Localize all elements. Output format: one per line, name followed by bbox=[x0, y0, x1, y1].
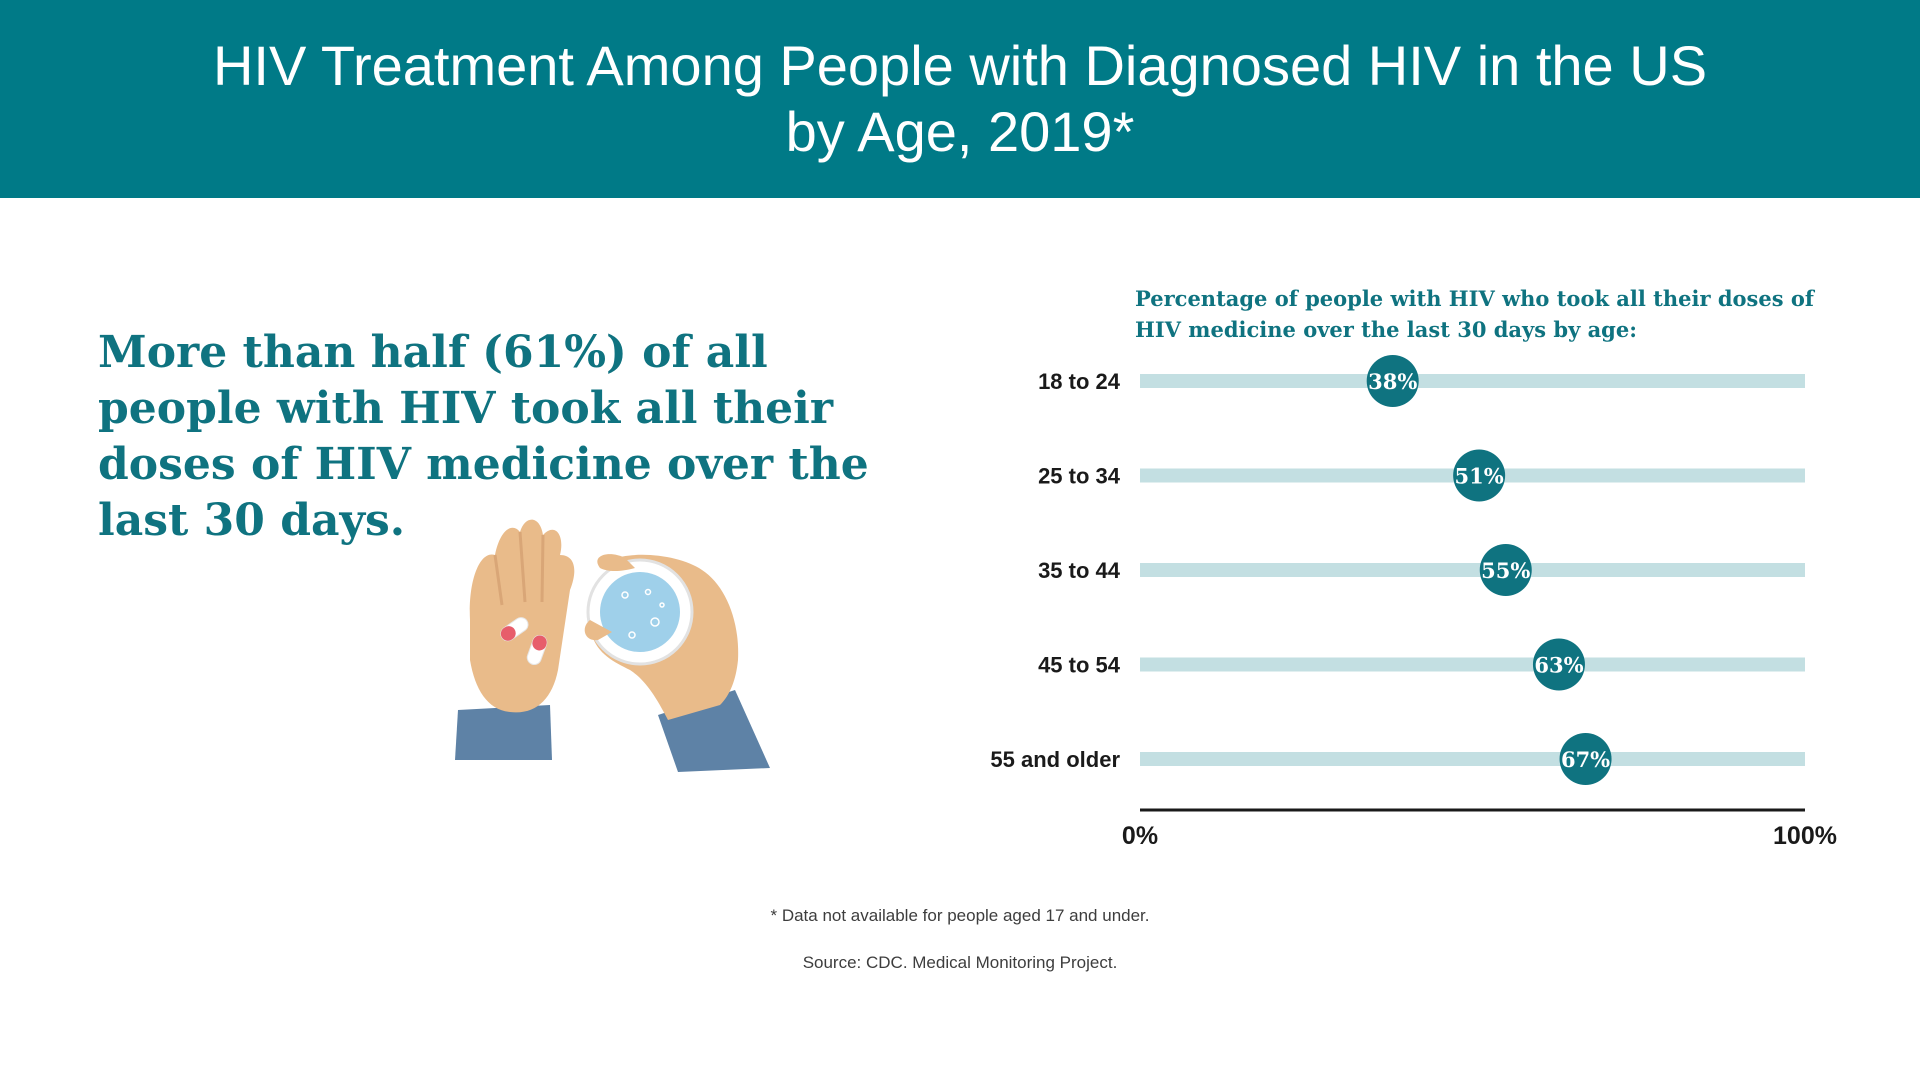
value-track bbox=[1140, 752, 1805, 766]
value-dot bbox=[1479, 544, 1532, 596]
hands-with-pills-and-water-glass-icon bbox=[455, 519, 770, 772]
category-label: 35 to 44 bbox=[1038, 558, 1121, 583]
value-track bbox=[1140, 657, 1805, 672]
value-track bbox=[1140, 563, 1805, 577]
category-label: 25 to 34 bbox=[1038, 464, 1121, 489]
page-title: HIV Treatment Among People with Diagnose… bbox=[212, 34, 1708, 163]
title-banner: HIV Treatment Among People with Diagnose… bbox=[0, 0, 1920, 198]
x-tick-label: 100% bbox=[1773, 822, 1837, 850]
x-tick-label: 0% bbox=[1122, 822, 1158, 850]
value-dot bbox=[1532, 638, 1585, 691]
value-label: 67% bbox=[1561, 747, 1610, 772]
value-dot bbox=[1453, 449, 1506, 502]
value-track bbox=[1140, 374, 1805, 388]
value-label: 51% bbox=[1455, 464, 1504, 489]
chart-subtitle: Percentage of people with HIV who took a… bbox=[1135, 286, 1814, 342]
category-label: 45 to 54 bbox=[1038, 653, 1121, 678]
value-dot bbox=[1559, 733, 1612, 785]
key-finding-headline: More than half (61%) of all people with … bbox=[98, 327, 869, 546]
source-note: Source: CDC. Medical Monitoring Project. bbox=[802, 953, 1118, 972]
value-label: 38% bbox=[1368, 369, 1417, 394]
value-dot bbox=[1366, 355, 1419, 407]
category-label: 18 to 24 bbox=[1038, 369, 1121, 394]
value-label: 63% bbox=[1534, 653, 1583, 678]
category-label: 55 and older bbox=[990, 747, 1120, 772]
footnote: * Data not available for people aged 17 … bbox=[770, 906, 1150, 925]
value-label: 55% bbox=[1481, 558, 1530, 583]
